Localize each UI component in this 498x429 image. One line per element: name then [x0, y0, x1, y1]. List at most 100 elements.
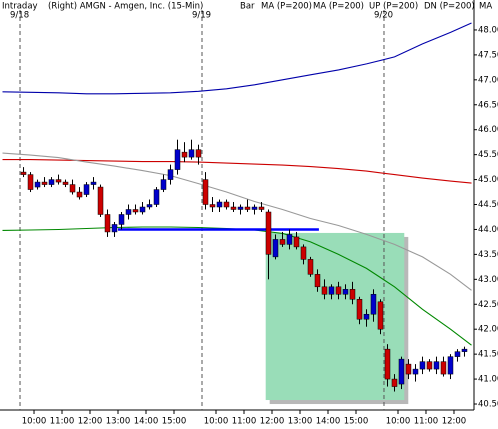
date-label: 9/18 [10, 11, 29, 21]
header-title: (Right) AMGN - Amgen, Inc. (15-Min) [48, 2, 203, 12]
candle-body [132, 209, 139, 213]
candle-body [181, 151, 188, 158]
candle-body [167, 169, 174, 180]
candle-body [118, 214, 125, 225]
candle-body [216, 201, 223, 208]
candle-body [62, 181, 69, 185]
candle-body [461, 348, 468, 352]
candle-body [447, 356, 454, 375]
candle-body [335, 286, 342, 295]
y-tick-label: 44.00 [478, 225, 498, 235]
candle-body [27, 174, 34, 190]
candle-body [433, 361, 440, 370]
y-tick-label: 42.50 [478, 300, 498, 310]
x-tick-label: 12:00 [260, 417, 285, 427]
candle-body [195, 149, 202, 158]
y-tick-label: 40.50 [478, 400, 498, 410]
candle-body [55, 179, 62, 183]
y-tick-label: 45.00 [478, 175, 498, 185]
candle-body [125, 209, 132, 215]
header-left: Intraday [2, 2, 38, 12]
y-tick-label: 41.50 [478, 350, 498, 360]
candle-body [356, 299, 363, 320]
y-tick-label: 46.00 [478, 125, 498, 135]
candle-body [419, 361, 426, 370]
legend-entry: UP (P=200) [369, 2, 418, 12]
x-tick-label: 10:00 [386, 417, 411, 427]
candle-body [188, 149, 195, 158]
x-tick-label: 10:00 [22, 417, 47, 427]
candle-body [223, 201, 230, 208]
legend-entry: MA (P=200) [313, 2, 364, 12]
legend-entry: MA (P=200) [261, 2, 312, 12]
candle-body [405, 363, 412, 375]
candle-body [209, 204, 216, 208]
candle-body [377, 301, 384, 330]
candle-body [20, 171, 27, 175]
candle-body [265, 211, 272, 255]
candle-body [321, 286, 328, 295]
candle-body [342, 289, 349, 295]
x-tick-label: 10:00 [204, 417, 229, 427]
x-tick-label: 13:00 [288, 417, 313, 427]
candle-body [454, 351, 461, 357]
candle-body [202, 179, 209, 205]
ma-line [2, 22, 472, 95]
candle-body [146, 204, 153, 208]
x-tick-label: 11:00 [414, 417, 439, 427]
y-tick-label: 42.00 [478, 325, 498, 335]
ma-line [2, 159, 472, 184]
candle-body [174, 149, 181, 170]
x-tick-label: 12:00 [442, 417, 467, 427]
x-tick-label: 13:00 [106, 417, 131, 427]
x-tick-label: 11:00 [50, 417, 75, 427]
candle-body [97, 186, 104, 215]
candle-body [307, 259, 314, 275]
candle-body [139, 206, 146, 213]
candle-body [244, 206, 251, 210]
candle-body [272, 239, 279, 258]
candle-body [300, 246, 307, 260]
candle-body [258, 206, 265, 210]
candle-body [349, 289, 356, 300]
candle-body [391, 378, 398, 387]
candle-body [314, 274, 321, 288]
y-tick-label: 47.00 [478, 75, 498, 85]
y-tick-label: 46.50 [478, 100, 498, 110]
legend-entry: DN (P=200) [424, 2, 475, 12]
candle-body [279, 239, 286, 245]
x-tick-label: 15:00 [162, 417, 187, 427]
candle-body [104, 214, 111, 233]
candle-body [251, 206, 258, 210]
candle-body [83, 184, 90, 195]
y-tick-label: 48.00 [478, 25, 498, 35]
x-tick-label: 14:00 [316, 417, 341, 427]
candle-body [426, 361, 433, 370]
candle-body [398, 358, 405, 385]
candle-body [48, 179, 55, 185]
legend-entry: MA [479, 2, 492, 12]
candle-body [69, 184, 76, 193]
candle-body [41, 181, 48, 185]
candle-body [34, 181, 41, 188]
candle-body [412, 368, 419, 375]
y-tick-label: 41.00 [478, 375, 498, 385]
candle-body [237, 206, 244, 210]
candle-body [111, 224, 118, 233]
candle-body [440, 361, 447, 375]
x-tick-label: 14:00 [134, 417, 159, 427]
y-tick-label: 44.50 [478, 200, 498, 210]
candle-body [230, 206, 237, 210]
y-tick-label: 43.00 [478, 275, 498, 285]
x-tick-label: 12:00 [78, 417, 103, 427]
candle-body [286, 234, 293, 245]
candle-body [363, 313, 370, 320]
candle-body [293, 236, 300, 248]
x-tick-label: 11:00 [232, 417, 257, 427]
x-tick-label: 15:00 [344, 417, 369, 427]
candle-body [160, 179, 167, 190]
candle-body [90, 181, 97, 185]
ma-line [2, 152, 472, 291]
